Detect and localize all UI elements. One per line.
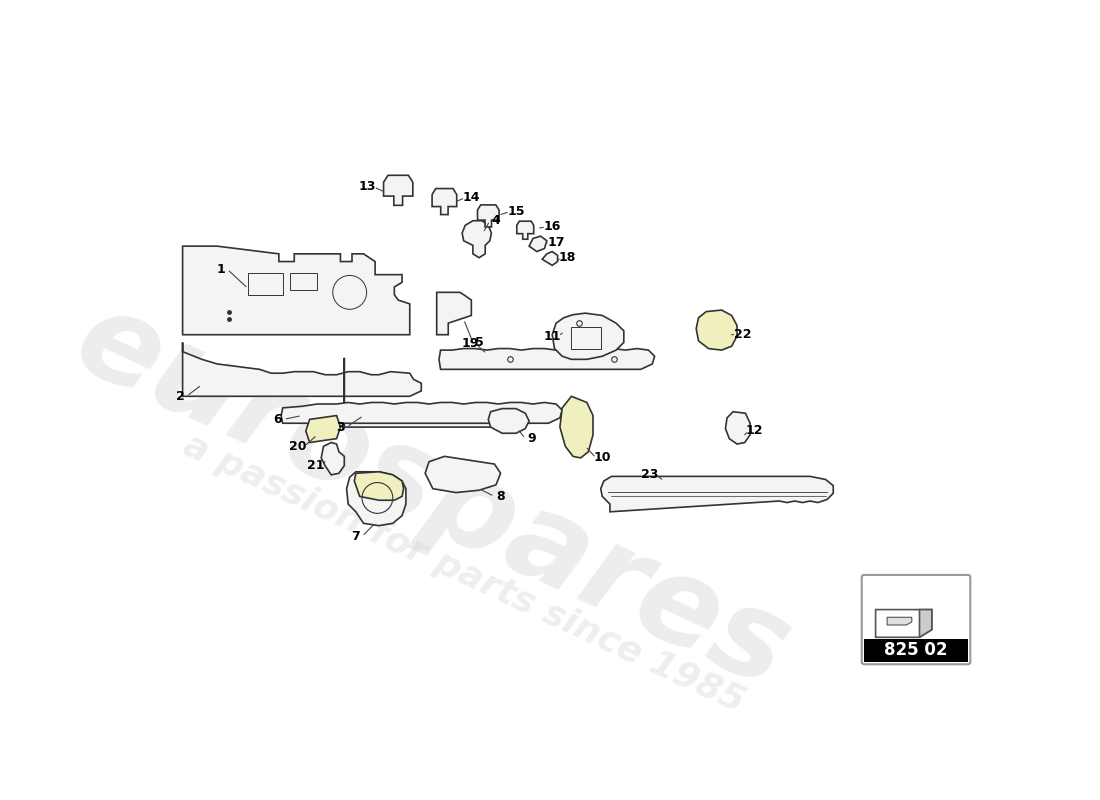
Text: 9: 9	[527, 432, 536, 445]
Polygon shape	[346, 472, 406, 526]
Polygon shape	[425, 456, 500, 493]
Bar	[865, 639, 968, 662]
Polygon shape	[344, 358, 517, 427]
Text: eurospares: eurospares	[58, 280, 807, 713]
Polygon shape	[477, 205, 499, 227]
Text: 21: 21	[307, 459, 324, 472]
Polygon shape	[920, 610, 932, 638]
Text: 825 02: 825 02	[884, 642, 948, 659]
Polygon shape	[183, 246, 409, 334]
Text: 14: 14	[463, 191, 480, 204]
Text: 13: 13	[359, 180, 376, 194]
Polygon shape	[517, 222, 534, 239]
Polygon shape	[306, 415, 341, 442]
Polygon shape	[601, 476, 834, 512]
Polygon shape	[437, 292, 472, 334]
Polygon shape	[432, 189, 456, 214]
Polygon shape	[876, 610, 932, 638]
Text: 22: 22	[734, 328, 751, 341]
Polygon shape	[384, 175, 412, 206]
Text: 12: 12	[746, 425, 763, 438]
Text: 16: 16	[543, 220, 561, 234]
Text: 18: 18	[559, 251, 576, 264]
Text: 11: 11	[543, 330, 561, 342]
Text: 5: 5	[475, 336, 483, 349]
Text: 19: 19	[461, 338, 478, 350]
Polygon shape	[488, 409, 529, 434]
Text: a passion for parts since 1985: a passion for parts since 1985	[178, 428, 749, 718]
Text: 17: 17	[548, 236, 564, 249]
Polygon shape	[696, 310, 737, 350]
Polygon shape	[282, 402, 562, 423]
Text: 8: 8	[496, 490, 505, 503]
Polygon shape	[552, 313, 624, 359]
Polygon shape	[887, 618, 912, 625]
Text: 20: 20	[289, 440, 307, 453]
Text: 1: 1	[217, 262, 226, 276]
Text: 15: 15	[507, 205, 525, 218]
Polygon shape	[354, 472, 404, 500]
Text: 7: 7	[352, 530, 360, 543]
Polygon shape	[542, 251, 558, 266]
Polygon shape	[726, 412, 750, 444]
Bar	[572, 327, 601, 349]
FancyBboxPatch shape	[861, 575, 970, 664]
Polygon shape	[321, 442, 344, 475]
Text: 2: 2	[176, 390, 185, 403]
Text: 10: 10	[594, 451, 610, 464]
Bar	[290, 273, 317, 290]
Text: 4: 4	[492, 214, 500, 227]
Polygon shape	[462, 221, 492, 258]
Polygon shape	[183, 342, 421, 396]
Text: 23: 23	[641, 468, 659, 482]
Text: 3: 3	[337, 421, 344, 434]
Polygon shape	[560, 396, 593, 458]
Bar	[249, 273, 283, 294]
Polygon shape	[439, 349, 654, 370]
Text: 6: 6	[273, 413, 282, 426]
Polygon shape	[529, 236, 547, 251]
